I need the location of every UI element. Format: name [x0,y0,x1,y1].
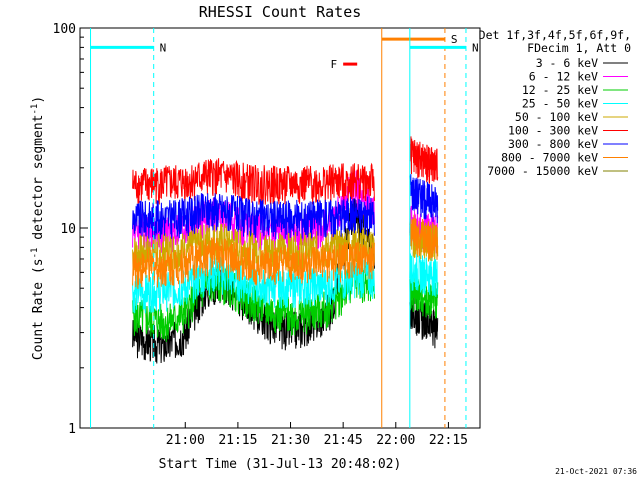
y-tick-label-0: 1 [68,422,76,437]
attenuator-markers: N S N F [90,28,479,428]
x-axis-label: Start Time (31-Jul-13 20:48:02) [159,457,402,472]
series-line-100-300-kev [132,158,375,206]
x-tick-label-0: 21:00 [166,433,205,448]
legend-header-line-2: FDecim 1, Att 0 [527,41,631,55]
plot-timestamp: 21-Oct-2021 07:36 [555,467,637,476]
y-axis-label-end: ) [31,96,46,104]
series-line-300-800-kev [132,193,375,240]
y-axis-label-main: Count Rate (s [31,258,46,360]
series-line-300-800-kev-late [409,174,439,224]
legend: Det 1f,3f,4f,5f,6f,9f, FDecim 1, Att 0 3… [479,28,631,178]
y-tick-label-2: 100 [53,22,76,37]
series-line-800-7000-kev [132,237,375,289]
series-line-3-6-kev-late [409,294,439,349]
legend-label-5: 100 - 300 keV [508,124,598,138]
legend-label-7: 800 - 7000 keV [501,151,598,165]
legend-label-1: 6 - 12 keV [529,70,598,84]
legend-label-3: 25 - 50 keV [522,97,598,111]
y-axis-ticks: 1 10 100 [53,22,88,437]
x-tick-label-1: 21:15 [218,433,257,448]
y-axis-label: Count Rate (s-1 detector segment-1) [30,96,46,360]
y-axis-label-middle: detector segment [31,115,46,248]
y-axis-label-exponent-2: -1 [30,104,40,115]
marker-label-0: N [160,41,167,54]
legend-label-4: 50 - 100 keV [515,110,598,124]
legend-header-line-1: Det 1f,3f,4f,5f,6f,9f, [479,28,631,42]
x-tick-label-2: 21:30 [271,433,310,448]
marker-label-2: N [472,41,479,54]
x-tick-label-5: 22:15 [429,433,468,448]
legend-label-2: 12 - 25 keV [522,83,598,97]
series-line-25-50-kev-late [409,252,439,297]
marker-label-1: S [451,33,458,46]
legend-label-8: 7000 - 15000 keV [487,164,598,178]
series-line-100-300-kev-late [409,136,439,184]
chart-title: RHESSI Count Rates [199,3,362,21]
data-series-group [132,136,439,364]
marker-label-3: F [331,58,338,71]
y-tick-label-1: 10 [60,222,76,237]
x-axis-ticks: 21:00 21:15 21:30 21:45 22:00 22:15 [166,422,468,448]
x-tick-label-3: 21:45 [324,433,363,448]
series-line-50-100-kev [132,223,375,273]
x-tick-label-4: 22:00 [376,433,415,448]
legend-label-6: 300 - 800 keV [508,137,598,151]
series-line-12-25-kev [132,261,375,343]
series-line-800-7000-kev-late [409,212,439,261]
series-line-12-25-kev-late [409,272,439,319]
y-axis-label-exponent: -1 [30,248,40,259]
legend-label-0: 3 - 6 keV [536,56,598,70]
